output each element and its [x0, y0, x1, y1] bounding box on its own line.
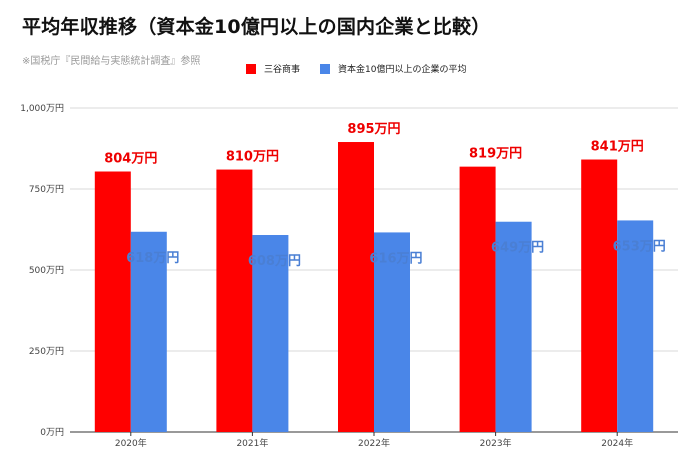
y-tick-label: 250万円 [29, 346, 64, 357]
data-label-series-1: 810万円 [226, 150, 279, 165]
bar-series-2 [374, 232, 410, 432]
data-label-series-2: 653万円 [613, 239, 666, 254]
data-label-series-2: 618万円 [126, 251, 179, 266]
y-tick-label: 500万円 [29, 265, 64, 276]
legend-label-series-1: 三谷商事 [264, 65, 301, 75]
bar-series-2 [252, 235, 289, 432]
bar-series-1 [338, 142, 374, 432]
bar-series-2 [130, 231, 167, 432]
data-label-series-2: 616万円 [369, 251, 422, 266]
x-tick-label: 2020年 [115, 437, 147, 449]
y-tick-label: 750万円 [29, 184, 64, 195]
bar-series-1 [216, 169, 253, 432]
data-label-series-2: 649万円 [491, 241, 544, 256]
legend: 三谷商事 資本金10億円以上の企業の平均 [246, 62, 466, 75]
bar-series-1 [459, 166, 496, 433]
x-tick-label: 2021年 [236, 437, 268, 449]
data-label-series-1: 819万円 [469, 147, 522, 162]
x-tick-label: 2022年 [358, 437, 390, 449]
bar-series-1 [94, 171, 131, 432]
bar-series-2 [495, 221, 532, 432]
source-note: ※国税庁『民間給与実態統計調査』参照 [22, 56, 201, 67]
x-tick-label: 2024年 [601, 437, 633, 449]
legend-label-series-2: 資本金10億円以上の企業の平均 [338, 65, 467, 75]
y-tick-label: 1,000万円 [20, 103, 64, 114]
data-label-series-1: 804万円 [104, 152, 157, 167]
bar-series-1 [581, 159, 618, 433]
legend-item-series-2: 資本金10億円以上の企業の平均 [320, 62, 466, 75]
data-label-series-2: 608万円 [248, 254, 301, 269]
data-label-series-1: 895万円 [347, 122, 400, 137]
x-tick-label: 2023年 [480, 437, 512, 449]
legend-swatch-blue [320, 63, 331, 74]
chart-title: 平均年収推移（資本金10億円以上の国内企業と比較） [22, 16, 491, 38]
y-tick-label: 0万円 [40, 427, 64, 438]
legend-swatch-red [246, 63, 256, 74]
bar-series-2 [617, 220, 654, 432]
data-label-series-1: 841万円 [591, 140, 644, 155]
legend-item-series-1: 三谷商事 [246, 62, 300, 75]
